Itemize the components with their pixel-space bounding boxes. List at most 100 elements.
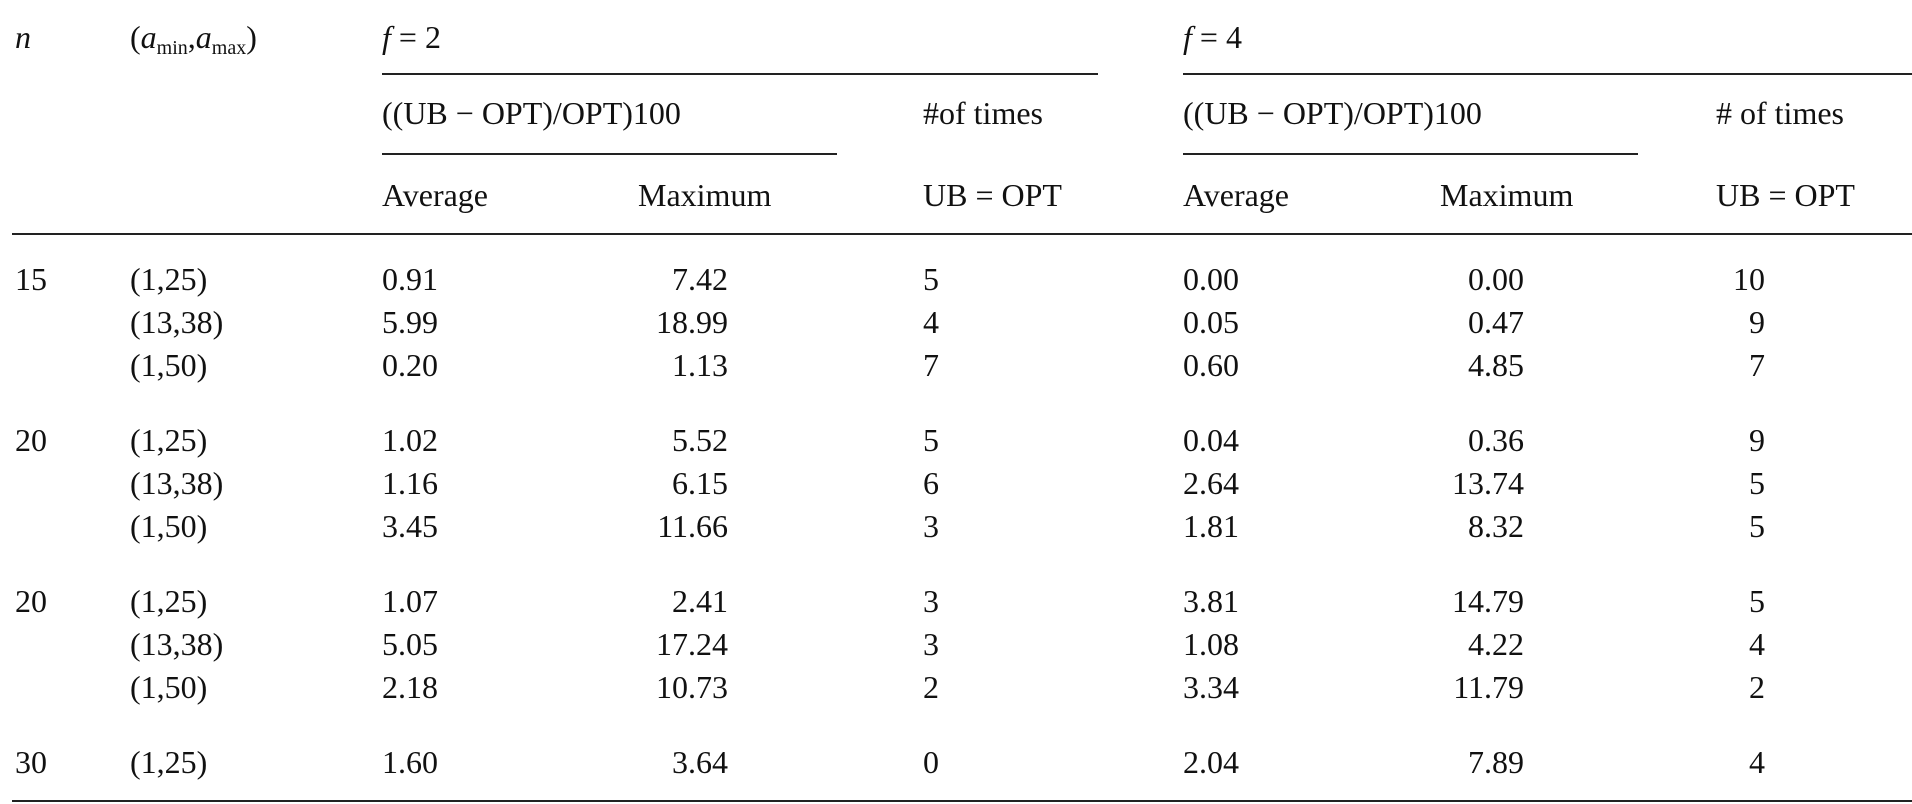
ratio-header: ((UB − OPT)/OPT)100 (382, 95, 681, 131)
times-cell: 5 (923, 422, 939, 458)
group-title: f = 4 (1183, 17, 1242, 57)
maximum-cell: 2.41 (672, 583, 728, 619)
average-cell: 0.04 (1183, 422, 1239, 458)
rule (12, 233, 1912, 235)
maximum-cell: 1.13 (672, 347, 728, 383)
range-part: min (156, 37, 188, 59)
average-cell: 0.60 (1183, 347, 1239, 383)
average-cell: 2.64 (1183, 465, 1239, 501)
f-rest: = 2 (398, 19, 441, 55)
maximum-header: Maximum (638, 177, 772, 213)
average-cell: 5.05 (382, 626, 438, 662)
maximum-cell: 5.52 (672, 422, 728, 458)
maximum-cell: 4.85 (1468, 347, 1524, 383)
range-cell: (1,50) (130, 347, 208, 383)
average-cell: 5.99 (382, 304, 438, 340)
ratio-header: ((UB − OPT)/OPT)100 (1183, 95, 1482, 131)
header-n: n (15, 19, 31, 55)
range-cell: (13,38) (130, 626, 224, 662)
range-part: a (195, 19, 212, 55)
range-cell: (1,50) (130, 669, 208, 705)
times-header: # of times (1716, 95, 1844, 131)
times-cell: 5 (1749, 465, 1765, 501)
maximum-cell: 3.64 (672, 744, 728, 780)
maximum-cell: 6.15 (672, 465, 728, 501)
average-cell: 3.34 (1183, 669, 1239, 705)
range-part: a (140, 19, 157, 55)
f-var: f (1183, 19, 1192, 55)
average-cell: 0.00 (1183, 261, 1239, 297)
maximum-cell: 0.00 (1468, 261, 1524, 297)
average-cell: 0.91 (382, 261, 438, 297)
average-cell: 2.04 (1183, 744, 1239, 780)
times-cell: 9 (1749, 304, 1765, 340)
maximum-cell: 17.24 (656, 626, 728, 662)
range-part: , (187, 19, 196, 55)
rule (1183, 153, 1638, 155)
maximum-cell: 0.36 (1468, 422, 1524, 458)
header-range: (amin,amax) (130, 17, 257, 59)
range-part: ( (130, 19, 141, 55)
average-cell: 1.02 (382, 422, 438, 458)
average-cell: 1.81 (1183, 508, 1239, 544)
range-cell: (13,38) (130, 304, 224, 340)
times-cell: 5 (923, 261, 939, 297)
maximum-cell: 10.73 (656, 669, 728, 705)
times-cell: 2 (923, 669, 939, 705)
maximum-cell: 11.66 (657, 508, 728, 544)
maximum-cell: 7.89 (1468, 744, 1524, 780)
f-var: f (382, 19, 391, 55)
rule (382, 153, 837, 155)
n-cell: 20 (15, 422, 47, 458)
range-part: max (211, 37, 247, 59)
average-cell: 1.07 (382, 583, 438, 619)
times-cell: 3 (923, 583, 939, 619)
rule (382, 73, 1098, 75)
times-cell: 7 (923, 347, 939, 383)
times-cell: 5 (1749, 583, 1765, 619)
maximum-cell: 18.99 (656, 304, 728, 340)
average-cell: 0.20 (382, 347, 438, 383)
range-cell: (1,25) (130, 261, 208, 297)
times-cell: 4 (923, 304, 939, 340)
maximum-cell: 7.42 (672, 261, 728, 297)
average-cell: 2.18 (382, 669, 438, 705)
range-cell: (1,25) (130, 744, 208, 780)
group-title: f = 2 (382, 17, 441, 57)
maximum-cell: 4.22 (1468, 626, 1524, 662)
times-cell: 3 (923, 508, 939, 544)
range-cell: (1,50) (130, 508, 208, 544)
average-cell: 3.45 (382, 508, 438, 544)
times-cell: 7 (1749, 347, 1765, 383)
average-cell: 3.81 (1183, 583, 1239, 619)
rule (1183, 73, 1912, 75)
maximum-cell: 11.79 (1453, 669, 1524, 705)
times-cell: 2 (1749, 669, 1765, 705)
average-header: Average (1183, 177, 1289, 213)
average-header: Average (382, 177, 488, 213)
n-cell: 30 (15, 744, 47, 780)
range-cell: (13,38) (130, 465, 224, 501)
range-cell: (1,25) (130, 583, 208, 619)
equal-header: UB = OPT (1716, 177, 1855, 213)
times-cell: 9 (1749, 422, 1765, 458)
maximum-cell: 0.47 (1468, 304, 1524, 340)
range-part: ) (246, 19, 257, 55)
times-header: #of times (923, 95, 1043, 131)
average-cell: 1.16 (382, 465, 438, 501)
maximum-header: Maximum (1440, 177, 1574, 213)
average-cell: 1.60 (382, 744, 438, 780)
maximum-cell: 13.74 (1452, 465, 1524, 501)
rule (12, 800, 1912, 802)
times-cell: 10 (1733, 261, 1765, 297)
times-cell: 0 (923, 744, 939, 780)
n-cell: 15 (15, 261, 47, 297)
times-cell: 5 (1749, 508, 1765, 544)
f-rest: = 4 (1199, 19, 1242, 55)
maximum-cell: 8.32 (1468, 508, 1524, 544)
n-cell: 20 (15, 583, 47, 619)
times-cell: 3 (923, 626, 939, 662)
times-cell: 4 (1749, 744, 1765, 780)
range-cell: (1,25) (130, 422, 208, 458)
